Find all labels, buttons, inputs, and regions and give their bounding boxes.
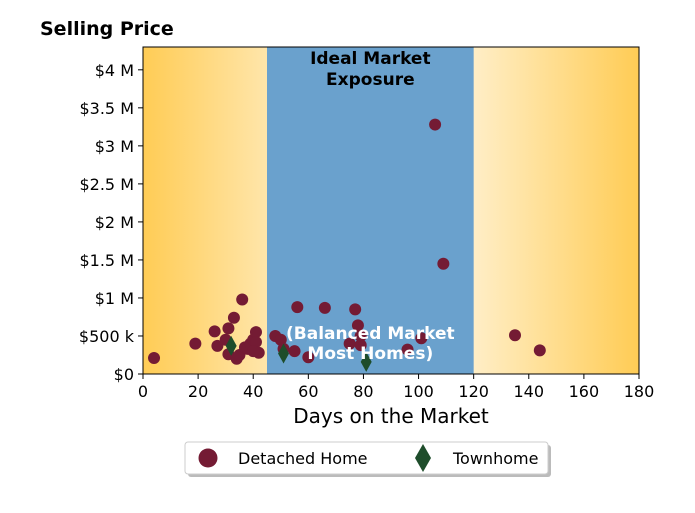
legend-box [184, 441, 549, 475]
x-tick-label: 40 [243, 382, 263, 401]
data-point-detached-home [533, 344, 546, 357]
y-tick-label: $3.5 M [79, 99, 134, 118]
y-tick-label: $2 M [95, 213, 134, 232]
data-point-townhome [278, 343, 290, 364]
y-tick-label: $1.5 M [79, 251, 134, 270]
data-point-detached-home [343, 337, 356, 350]
data-point-detached-home [148, 352, 161, 365]
data-point-detached-home [349, 303, 362, 316]
data-point-detached-home [291, 301, 304, 314]
y-tick-label: $3 M [95, 137, 134, 156]
plot-frame [142, 46, 640, 375]
data-point-detached-home [354, 329, 367, 342]
x-tick-label: 100 [403, 382, 434, 401]
data-point-townhome [360, 351, 372, 372]
y-tick-label: $0 [114, 365, 134, 384]
data-point-detached-home [415, 332, 428, 345]
data-point-detached-home [189, 337, 202, 350]
legend-label: Detached Home [238, 449, 368, 468]
data-point-detached-home [288, 345, 301, 358]
x-tick-label: 140 [514, 382, 545, 401]
data-point-detached-home [211, 339, 224, 352]
data-point-detached-home [509, 329, 521, 342]
bands-layer [267, 47, 474, 374]
legend: Detached Home Townhome [184, 441, 551, 477]
data-point-townhome [225, 335, 237, 356]
x-tick-label: 60 [298, 382, 318, 401]
band-top-label-line: Ideal Market [310, 49, 431, 69]
data-point-detached-home [318, 301, 331, 314]
y-tick-label: $500 k [79, 327, 135, 346]
y-tick-label: $1 M [95, 289, 134, 308]
x-tick-label: 0 [138, 382, 148, 401]
band-region [267, 47, 474, 374]
x-tick-label: 80 [353, 382, 373, 401]
chart-title: Selling Price [40, 18, 174, 40]
x-axis-label: Days on the Market [293, 404, 489, 428]
data-point-detached-home [249, 336, 262, 349]
data-point-detached-home [236, 293, 249, 306]
data-point-detached-home [429, 118, 442, 131]
y-axis: $0 $500 k $1 M $1.5 M $2 M $2.5 M $3 M $3.5 M $4… [79, 61, 143, 384]
data-point-detached-home [401, 343, 414, 356]
data-point-detached-home [222, 322, 235, 335]
x-axis: 0 20 40 60 80 100 120 140 160 180 [138, 374, 654, 401]
legend-label: Townhome [452, 449, 538, 468]
x-tick-label: 120 [458, 382, 489, 401]
data-point-detached-home [437, 257, 450, 270]
band-top-label-line: Exposure [326, 70, 415, 90]
band-bottom-label-line: (Balanced Market [286, 324, 455, 344]
data-point-detached-home [354, 339, 367, 352]
legend-marker-diamond [415, 444, 431, 472]
x-tick-label: 160 [569, 382, 600, 401]
points-layer [148, 118, 546, 372]
data-point-detached-home [351, 319, 364, 332]
data-point-detached-home [302, 351, 315, 364]
data-point-detached-home [249, 326, 262, 339]
data-point-detached-home [247, 345, 260, 358]
band-bottom-label-line: Most Homes) [307, 344, 433, 364]
x-tick-label: 20 [188, 382, 208, 401]
data-point-detached-home [227, 311, 240, 324]
legend-marker-circle [198, 448, 218, 468]
data-point-detached-home [274, 333, 287, 346]
data-point-detached-home [208, 325, 221, 338]
y-tick-label: $2.5 M [79, 175, 134, 194]
x-tick-label: 180 [624, 382, 655, 401]
y-tick-label: $4 M [95, 61, 134, 80]
